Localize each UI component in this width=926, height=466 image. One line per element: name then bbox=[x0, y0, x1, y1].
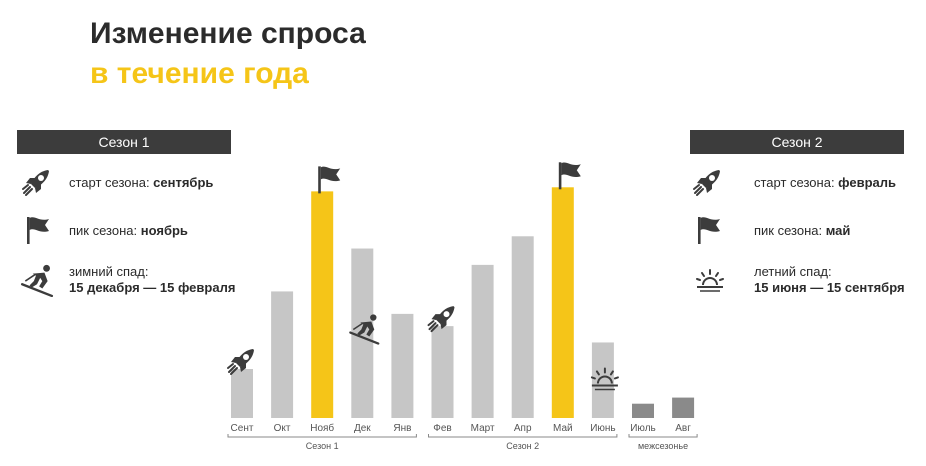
group-bracket bbox=[428, 434, 618, 438]
page-title: Изменение спроса в течение года bbox=[90, 14, 366, 94]
flag-icon bbox=[318, 166, 341, 194]
rocket-icon bbox=[227, 349, 254, 375]
sunset-icon bbox=[590, 367, 619, 391]
season2-slump-value: 15 июня — 15 сентября bbox=[754, 280, 905, 295]
season2-start-row: старт сезона: февраль bbox=[690, 166, 896, 198]
group-label: межсезонье bbox=[638, 441, 688, 451]
bar-Июль bbox=[632, 403, 654, 418]
season1-start-row: старт сезона: сентябрь bbox=[19, 166, 213, 198]
season1-peak-row: пик сезона: ноябрь bbox=[19, 214, 188, 246]
x-tick-label: Авг bbox=[675, 423, 691, 434]
x-tick-label: Июль bbox=[630, 423, 656, 434]
x-tick-label: Окт bbox=[274, 423, 291, 434]
x-tick-label: Янв bbox=[393, 423, 411, 434]
season1-slump-value: 15 декабря — 15 февраля bbox=[69, 280, 236, 295]
group-label: Сезон 2 bbox=[506, 441, 539, 451]
season1-start-value: сентябрь bbox=[153, 174, 214, 190]
bar-Фев bbox=[431, 326, 454, 418]
x-tick-label: Апр bbox=[514, 423, 532, 434]
x-tick-label: Июнь bbox=[590, 423, 615, 434]
group-bracket bbox=[227, 434, 417, 438]
season2-slump-label: летний спад: bbox=[754, 264, 832, 279]
season1-header: Сезон 1 bbox=[17, 130, 231, 154]
bar-Окт bbox=[271, 291, 294, 418]
group-bracket bbox=[628, 434, 698, 438]
season1-peak-label: пик сезона: bbox=[69, 222, 141, 238]
rocket-icon bbox=[427, 306, 455, 333]
x-tick-label: Дек bbox=[354, 423, 371, 434]
season1-peak-value: ноябрь bbox=[140, 222, 188, 238]
x-tick-label: Март bbox=[471, 423, 495, 434]
bar-Март bbox=[471, 264, 494, 418]
x-tick-label: Сент bbox=[231, 423, 254, 434]
season1-start-label: старт сезона: bbox=[69, 174, 154, 190]
skier-icon bbox=[17, 264, 57, 297]
sunset-icon bbox=[688, 264, 732, 296]
season1-slump-row: зимний спад: 15 декабря — 15 февраля bbox=[17, 264, 236, 297]
bar-Май bbox=[551, 187, 574, 418]
bar-Апр bbox=[511, 236, 534, 418]
season2-slump-row: летний спад: 15 июня — 15 сентября bbox=[688, 264, 905, 296]
season1-slump-label: зимний спад: bbox=[69, 264, 149, 279]
flag-icon bbox=[690, 214, 726, 246]
rocket-icon bbox=[19, 166, 55, 198]
x-tick-label: Нояб bbox=[310, 422, 334, 434]
x-tick-label: Май bbox=[553, 423, 573, 434]
season2-start-value: февраль bbox=[838, 174, 897, 190]
skier-icon bbox=[349, 314, 380, 345]
season2-header: Сезон 2 bbox=[690, 130, 904, 154]
title-line-2: в течение года bbox=[90, 57, 309, 90]
title-line-1: Изменение спроса bbox=[90, 17, 366, 50]
season2-peak-label: пик сезона: bbox=[754, 222, 826, 238]
season2-peak-row: пик сезона: май bbox=[690, 214, 850, 246]
bar-Нояб bbox=[311, 191, 334, 418]
rocket-icon bbox=[690, 166, 726, 198]
season2-peak-value: май bbox=[825, 222, 851, 238]
season2-start-label: старт сезона: bbox=[754, 174, 839, 190]
flag-icon bbox=[558, 162, 581, 190]
x-tick-label: Фев bbox=[433, 423, 451, 434]
bar-Янв bbox=[391, 313, 414, 418]
flag-icon bbox=[19, 214, 55, 246]
bar-Сент bbox=[231, 369, 253, 418]
bar-Июнь bbox=[591, 342, 614, 418]
group-label: Сезон 1 bbox=[306, 441, 339, 451]
bar-Авг bbox=[672, 397, 695, 418]
